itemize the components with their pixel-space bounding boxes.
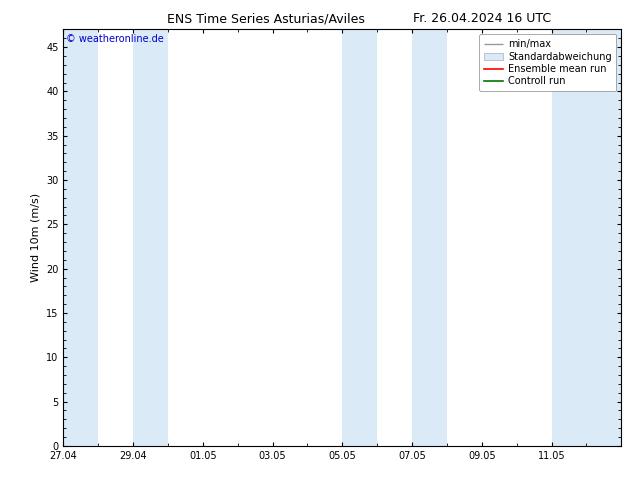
Bar [342,29,377,446]
Text: Fr. 26.04.2024 16 UTC: Fr. 26.04.2024 16 UTC [413,12,551,25]
Text: © weatheronline.de: © weatheronline.de [66,34,164,44]
Bar [133,29,168,446]
Text: ENS Time Series Asturias/Aviles: ENS Time Series Asturias/Aviles [167,12,365,25]
Bar [412,29,447,446]
Y-axis label: Wind 10m (m/s): Wind 10m (m/s) [30,193,41,282]
Bar [552,29,621,446]
Bar [63,29,98,446]
Legend: min/max, Standardabweichung, Ensemble mean run, Controll run: min/max, Standardabweichung, Ensemble me… [479,34,616,91]
